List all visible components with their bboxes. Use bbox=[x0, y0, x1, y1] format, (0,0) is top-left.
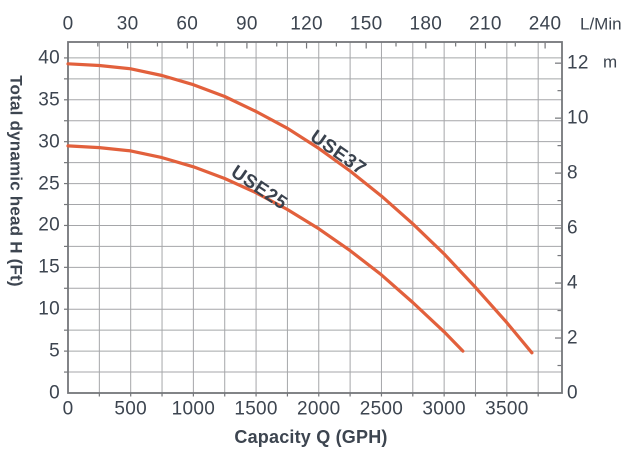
y-axis-title: Total dynamic head H (Ft) bbox=[6, 75, 26, 287]
right-axis-tick-label: 8 bbox=[567, 162, 578, 184]
bottom-axis-tick-label: 3000 bbox=[422, 398, 466, 420]
x-axis-title: Capacity Q (GPH) bbox=[234, 427, 388, 447]
left-axis-tick-label: 15 bbox=[38, 256, 60, 278]
bottom-axis-tick-label: 3500 bbox=[485, 398, 529, 420]
top-axis-tick-label: 150 bbox=[349, 13, 383, 35]
top-axis-tick-label: 90 bbox=[236, 13, 258, 35]
left-axis-tick-label: 5 bbox=[49, 340, 60, 362]
top-axis-tick-label: 210 bbox=[469, 13, 502, 35]
right-axis-tick-label: 12 bbox=[567, 52, 589, 74]
top-axis-unit-label: L/Min bbox=[580, 14, 622, 34]
axis-frame bbox=[67, 41, 563, 394]
right-axis-tick-label: 4 bbox=[567, 272, 578, 294]
bottom-axis-tick-label: 2000 bbox=[297, 398, 341, 420]
right-axis-unit-label: m bbox=[603, 52, 618, 72]
top-axis-tick-label: 60 bbox=[176, 13, 199, 35]
curve-use37 bbox=[66, 62, 534, 355]
bottom-axis-tick-label: 500 bbox=[114, 398, 147, 420]
right-axis-tick-label: 10 bbox=[567, 107, 589, 129]
left-axis-tick-label: 30 bbox=[38, 131, 60, 153]
top-axis-tick-label: 120 bbox=[290, 13, 323, 35]
bottom-axis-tick-label: 1000 bbox=[171, 398, 216, 420]
right-axis-tick-label: 0 bbox=[567, 382, 578, 404]
curve-use25 bbox=[66, 144, 465, 353]
left-axis-tick-label: 40 bbox=[38, 47, 60, 69]
left-axis-tick-label: 0 bbox=[49, 382, 60, 404]
top-axis-tick-label: 0 bbox=[62, 13, 74, 35]
top-axis-tick-label: 240 bbox=[528, 13, 562, 35]
right-axis-tick-label: 2 bbox=[567, 327, 578, 349]
bottom-axis-tick-label: 0 bbox=[62, 398, 74, 420]
left-axis-tick-label: 25 bbox=[38, 173, 60, 195]
bottom-axis-tick-label: 1500 bbox=[234, 398, 278, 420]
top-axis-tick-label: 30 bbox=[116, 13, 139, 35]
left-axis-tick-label: 10 bbox=[38, 298, 60, 320]
top-axis-tick-label: 180 bbox=[409, 13, 443, 35]
left-axis-tick-label: 20 bbox=[38, 214, 60, 236]
right-axis-tick-label: 6 bbox=[567, 217, 578, 239]
left-axis-tick-label: 35 bbox=[38, 89, 60, 111]
bottom-axis-tick-label: 2500 bbox=[359, 398, 404, 420]
